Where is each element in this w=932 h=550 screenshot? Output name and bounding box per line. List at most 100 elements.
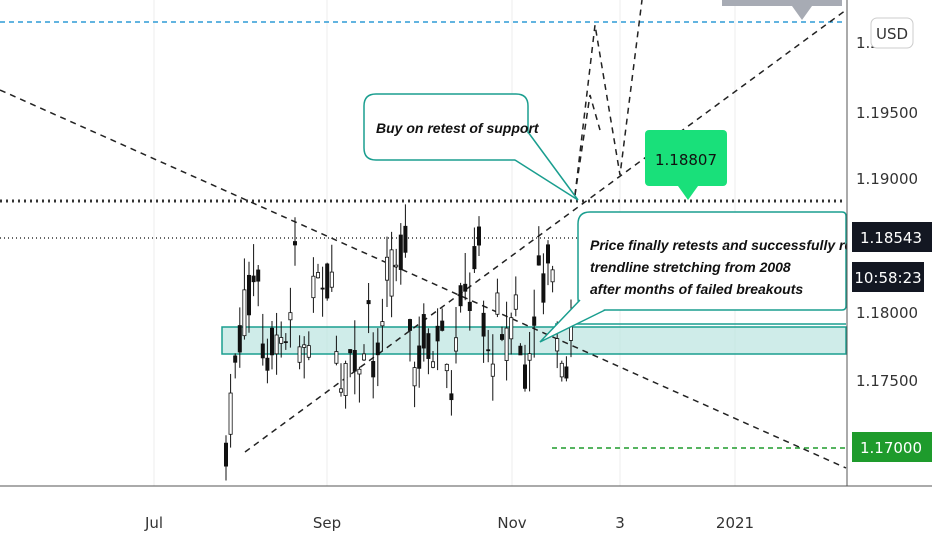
candle-body: [237, 325, 242, 353]
countdown-label: 10:58:23: [854, 269, 921, 287]
candle-body: [430, 361, 435, 368]
top-tooltip: [722, 0, 842, 20]
target-callout-tail: [678, 186, 698, 200]
candle-body: [449, 393, 454, 401]
current-price-label: 1.18543: [860, 229, 922, 247]
projection-path-a: [574, 0, 643, 196]
candle-body: [352, 350, 357, 372]
candle-body: [357, 368, 362, 375]
candle-body: [472, 246, 477, 270]
candle-body: [523, 364, 528, 389]
candle-body: [223, 442, 228, 467]
support-price-label-bg: [852, 432, 932, 462]
analysis-box: [577, 211, 847, 311]
candle-body: [513, 294, 518, 310]
y-tick-1: 1.19500: [856, 104, 918, 122]
candle-body: [458, 285, 463, 307]
candle-body: [541, 273, 546, 303]
candle-body: [495, 292, 500, 315]
candle-body: [490, 363, 495, 377]
candle-body: [417, 345, 422, 369]
candle-body: [509, 317, 514, 340]
candle-body: [463, 283, 468, 292]
candle-body: [302, 344, 307, 348]
buy-note-pointer: [514, 131, 579, 201]
target-callout-value: 1.18807: [655, 151, 717, 169]
candle-body: [476, 226, 481, 246]
candle-body: [389, 249, 394, 297]
candle-body: [371, 361, 376, 378]
y-tick-4: 1.17500: [856, 372, 918, 390]
candle-body: [403, 225, 408, 253]
projection-path-b: [574, 94, 601, 196]
analysis-line-2: trendline stretching from 2008: [590, 259, 791, 275]
time-axis: [0, 487, 932, 550]
candle-body: [283, 341, 288, 344]
currency-button-label[interactable]: USD: [876, 25, 908, 43]
candle-body: [251, 275, 256, 283]
candle-body: [398, 234, 403, 270]
x-tick-2021: 2021: [716, 514, 754, 532]
candle-body: [288, 312, 293, 321]
candle-body: [426, 333, 431, 359]
candle-body: [546, 244, 551, 264]
candle-body: [338, 388, 343, 393]
y-tick-2: 1.19000: [856, 170, 918, 188]
candle-body: [394, 264, 399, 268]
current-price-label-bg: [852, 222, 932, 252]
candle-body: [246, 274, 251, 316]
candle-body: [536, 255, 541, 266]
candle-body: [564, 366, 569, 379]
candle-body: [348, 349, 353, 354]
candle-body: [297, 346, 302, 363]
candle-body: [269, 327, 274, 356]
candle-body: [265, 357, 270, 371]
candle-body: [421, 314, 426, 349]
long-term-trendline: [0, 89, 847, 469]
analysis-line-3: after months of failed breakouts: [590, 281, 803, 297]
candle-body: [518, 345, 523, 356]
candle-body: [228, 392, 233, 435]
candle-body: [315, 272, 320, 279]
candle-body: [361, 353, 366, 361]
candle-body: [435, 325, 440, 342]
y-tick-3: 1.18000: [856, 304, 918, 322]
candle-body: [233, 355, 238, 363]
candle-body: [343, 363, 348, 396]
candle-body: [380, 321, 385, 327]
countdown-label-bg: [852, 262, 924, 292]
analysis-line-1: Price finally retests and successfully r…: [590, 237, 884, 253]
candle-body: [242, 289, 247, 337]
x-tick-nov: Nov: [497, 514, 526, 532]
candle-body: [532, 316, 537, 326]
x-tick-3: 3: [615, 514, 625, 532]
candle-body: [504, 327, 509, 361]
candle-body: [329, 271, 334, 288]
candle-body: [467, 301, 472, 312]
candle-body: [311, 275, 316, 299]
candle-body: [559, 362, 564, 378]
candle-body: [453, 337, 458, 352]
candle-body: [550, 269, 555, 283]
support-price-label: 1.17000: [860, 439, 922, 457]
candle-body: [306, 345, 311, 358]
candle-body: [334, 351, 339, 364]
candle-body: [366, 300, 371, 305]
x-tick-sep: Sep: [313, 514, 341, 532]
candle-body: [375, 342, 380, 356]
candle-body: [486, 349, 491, 352]
target-callout: 1.18807: [645, 130, 727, 200]
currency-button-bg[interactable]: [870, 17, 914, 49]
currency-button[interactable]: USD: [870, 17, 914, 49]
candle-body: [384, 256, 389, 281]
candle-body: [274, 334, 279, 355]
candle-body: [260, 343, 265, 359]
candle-body: [444, 363, 449, 372]
candle-body: [279, 337, 284, 344]
candle-body: [412, 367, 417, 387]
candle-body: [292, 241, 297, 246]
candle-body: [527, 353, 532, 361]
target-callout-box: [645, 130, 727, 186]
candle-body: [256, 269, 261, 282]
